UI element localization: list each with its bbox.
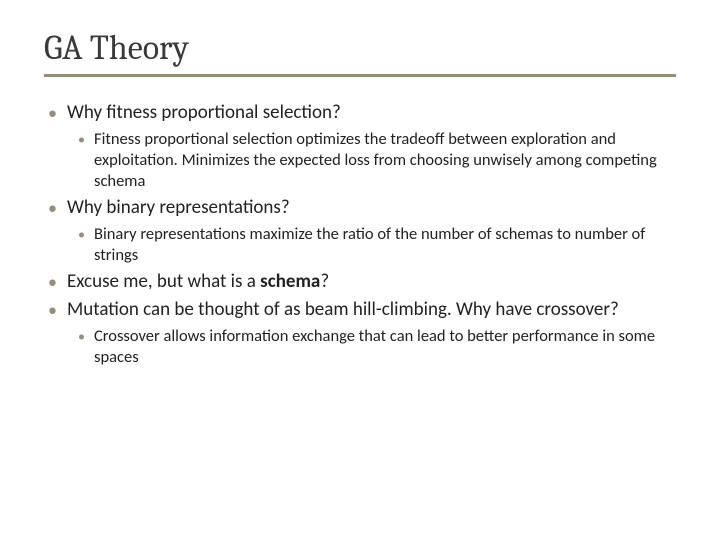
- bullet-icon: •: [48, 196, 57, 220]
- list-item: • Why binary representations?: [44, 196, 676, 220]
- bullet-icon: •: [78, 326, 85, 347]
- bullet-text: Why binary representations?: [67, 196, 290, 220]
- list-item: • Mutation can be thought of as beam hil…: [44, 298, 676, 322]
- text-pre: Excuse me, but what is a: [67, 270, 260, 293]
- bullet-text: Fitness proportional selection optimizes…: [94, 129, 676, 192]
- bullet-text: Why fitness proportional selection?: [67, 101, 341, 125]
- bullet-icon: •: [48, 270, 57, 294]
- list-item: • Fitness proportional selection optimiz…: [44, 129, 676, 192]
- slide: GA Theory • Why fitness proportional sel…: [0, 0, 720, 540]
- list-item: • Binary representations maximize the ra…: [44, 224, 676, 266]
- bullet-icon: •: [78, 129, 85, 150]
- list-item: • Why fitness proportional selection?: [44, 101, 676, 125]
- list-item: • Excuse me, but what is a schema?: [44, 270, 676, 294]
- bullet-text: Binary representations maximize the rati…: [94, 224, 676, 266]
- bullet-text: Crossover allows information exchange th…: [94, 326, 676, 368]
- bullet-text: Mutation can be thought of as beam hill-…: [67, 298, 619, 322]
- text-bold: schema: [260, 270, 320, 293]
- list-item: • Crossover allows information exchange …: [44, 326, 676, 368]
- bullet-text: Excuse me, but what is a schema?: [67, 270, 329, 294]
- bullet-icon: •: [48, 101, 57, 125]
- bullet-icon: •: [78, 224, 85, 245]
- text-post: ?: [320, 270, 329, 293]
- bullet-icon: •: [48, 298, 57, 322]
- slide-title: GA Theory: [44, 28, 676, 77]
